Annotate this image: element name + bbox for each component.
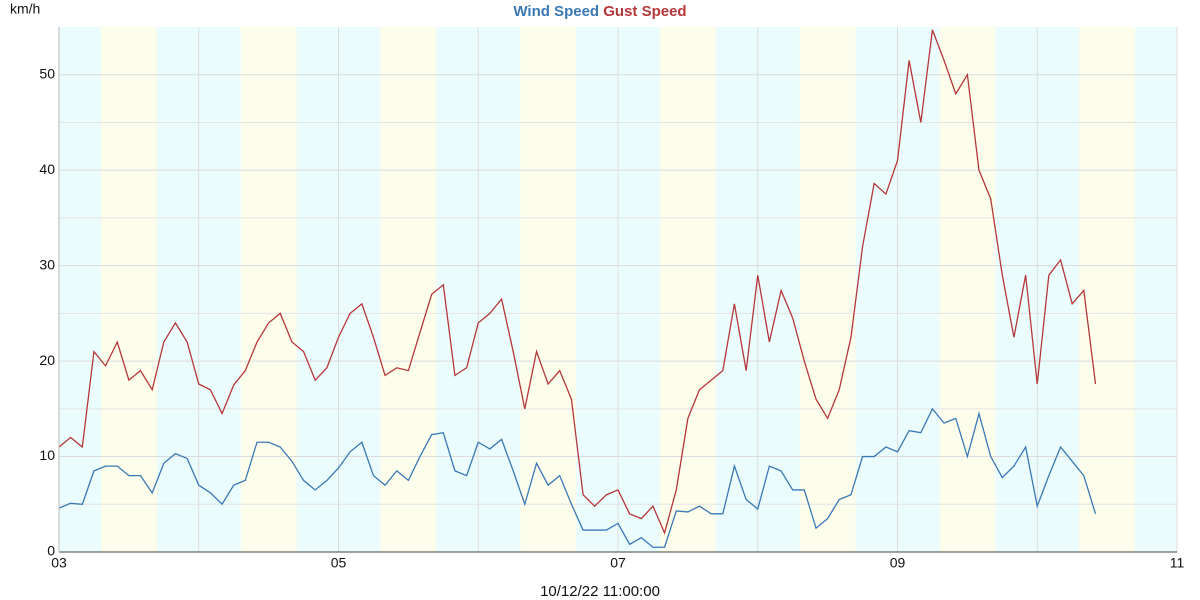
y-axis-label: km/h [10,1,40,17]
y-tick-label: 10 [39,447,55,463]
series-line [58,407,1097,548]
x-tick-label: 07 [610,555,626,571]
legend-entry: Wind Speed [513,3,599,20]
legend-entry: Gust Speed [603,3,686,20]
y-tick-label: 40 [39,161,55,177]
legend: Wind Speed Gust Speed [513,3,686,20]
lines [58,29,1097,548]
x-tick-label: 09 [890,555,906,571]
x-tick-label: 05 [331,555,347,571]
day-band [939,27,996,552]
x-tick-label: 03 [51,555,67,571]
day-band [240,27,297,552]
day-band [659,27,716,552]
day-band [100,27,157,552]
x-axis-label: 10/12/22 11:00:00 [540,583,660,600]
y-tick-label: 50 [39,65,55,81]
y-tick-label: 30 [39,256,55,272]
day-band [380,27,437,552]
y-tick-label: 20 [39,352,55,368]
y-tick-label: 0 [47,543,55,559]
day-band [799,27,856,552]
x-tick-label: 11 [1170,555,1185,571]
series-line [58,29,1097,535]
day-band [1079,27,1136,552]
axes: 0 10 20 30 40 50 03 05 07 09 11 [39,27,1184,571]
day-band [520,27,577,552]
